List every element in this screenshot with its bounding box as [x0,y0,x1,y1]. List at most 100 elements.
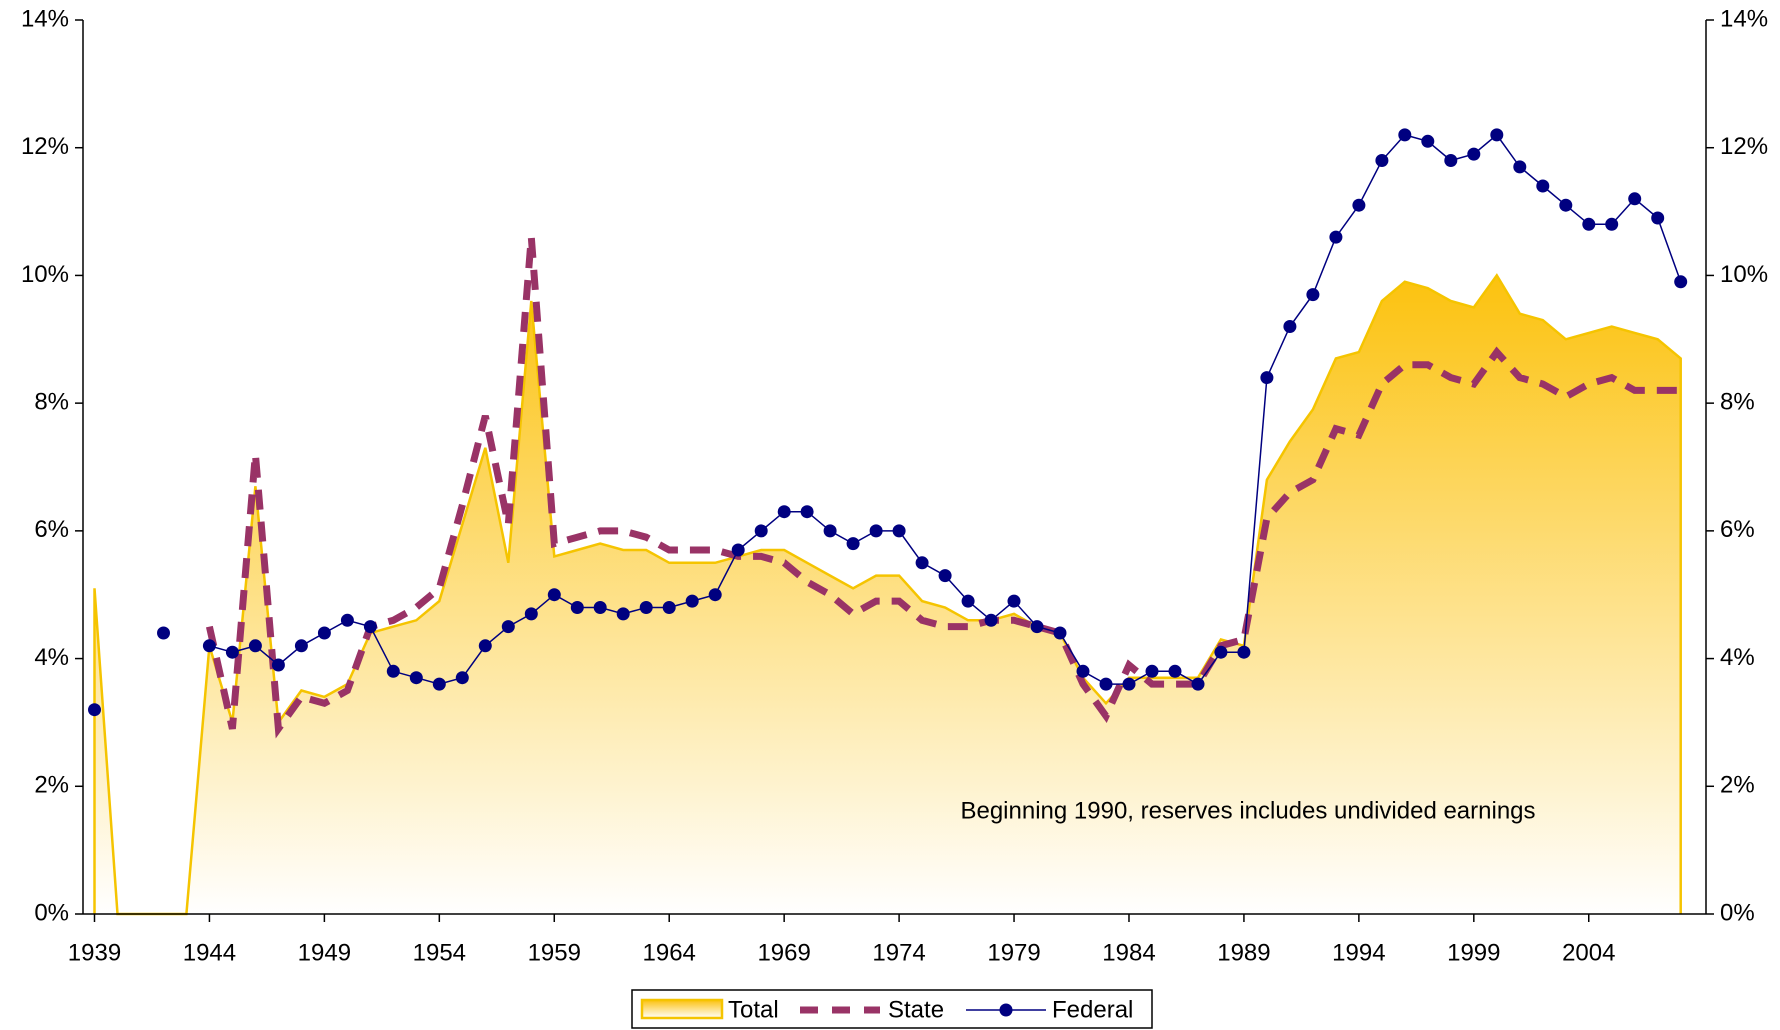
y2-tick-label: 10% [1720,261,1768,288]
federal-point [1375,154,1389,167]
y2-tick-label: 8% [1720,388,1755,415]
federal-point [88,703,101,717]
legend-swatch [640,998,724,1020]
federal-point [271,658,285,672]
y-tick-label: 4% [34,644,69,671]
federal-point [1076,664,1090,678]
x-tick-label: 1939 [68,939,121,966]
federal-point [616,607,630,621]
federal-point [800,505,814,519]
legend-label: Total [728,996,779,1023]
federal-point [662,601,676,614]
federal-point [317,626,331,640]
y-tick-label: 8% [34,388,69,415]
y-tick-label: 2% [34,772,69,799]
federal-point [294,639,308,653]
x-tick-label: 1954 [413,939,466,966]
federal-point [1490,128,1504,142]
area-fill [94,275,1681,914]
federal-point [1329,230,1343,244]
x-tick-label: 1994 [1332,939,1385,966]
federal-point [409,671,423,685]
federal-point [1674,275,1688,289]
federal-point [777,505,791,519]
federal-point [1306,288,1320,302]
federal-point [1214,645,1228,659]
federal-point [455,671,469,685]
federal-point [1352,198,1366,212]
y2-tick-label: 14% [1720,5,1768,32]
y2-tick-label: 4% [1720,644,1755,671]
x-tick-label: 1969 [757,939,810,966]
federal-point [547,588,561,602]
federal-point [1030,620,1044,634]
x-tick-label: 1964 [643,939,696,966]
federal-point [432,677,446,691]
x-tick-label: 1974 [872,939,925,966]
y-tick-label: 10% [21,261,69,288]
federal-point [1122,677,1136,691]
federal-point [1260,371,1274,385]
y2-tick-label: 2% [1720,772,1755,799]
y-tick-label: 12% [21,133,69,160]
federal-point [685,594,699,608]
federal-point [225,645,239,659]
federal-point [478,639,492,653]
federal-point [823,524,837,538]
federal-point [1536,179,1550,193]
x-tick-label: 1999 [1447,939,1500,966]
federal-point [1559,198,1573,212]
federal-point [340,613,354,627]
federal-point [639,601,653,614]
federal-point [1168,664,1182,678]
federal-point [1513,160,1527,174]
legend-label: State [888,996,944,1023]
y-tick-label: 6% [34,516,69,543]
federal-point [248,639,262,653]
federal-point [1628,192,1642,206]
federal-point [1398,128,1412,142]
y-tick-label: 14% [21,5,69,32]
federal-point [1237,645,1251,659]
annotation: Beginning 1990, reserves includes undivi… [960,797,1535,824]
federal-point [1467,147,1481,161]
federal-point [202,639,216,653]
legend-label: Federal [1052,996,1133,1023]
federal-point [892,524,906,538]
y2-tick-label: 0% [1720,899,1755,926]
federal-point [1582,217,1596,231]
x-tick-label: 1949 [298,939,351,966]
federal-point [501,620,515,634]
federal-point [1651,211,1665,225]
legend-swatch [999,1003,1013,1017]
federal-point [1605,217,1619,231]
federal-point [915,556,929,570]
federal-point [1099,677,1113,691]
federal-point [1444,154,1458,167]
federal-point [984,613,998,627]
federal-point [386,664,400,678]
area-line [93,273,1682,916]
federal-point [363,620,377,634]
x-tick-label: 1984 [1102,939,1155,966]
federal-point [157,626,170,640]
y-tick-label: 0% [34,899,69,926]
federal-point [1007,594,1021,608]
federal-point [1145,664,1159,678]
x-tick-label: 1944 [183,939,236,966]
federal-point [869,524,883,538]
federal-point [708,588,722,602]
federal-point [1191,677,1205,691]
federal-point [961,594,975,608]
federal-point [1283,320,1297,333]
x-tick-label: 1979 [987,939,1040,966]
federal-point [1053,626,1067,640]
federal-point [938,569,952,583]
x-tick-label: 2004 [1562,939,1615,966]
federal-point [570,601,584,614]
federal-point [754,524,768,538]
federal-point [524,607,538,621]
federal-point [731,543,745,557]
legend: Total State Federal [631,989,1153,1029]
